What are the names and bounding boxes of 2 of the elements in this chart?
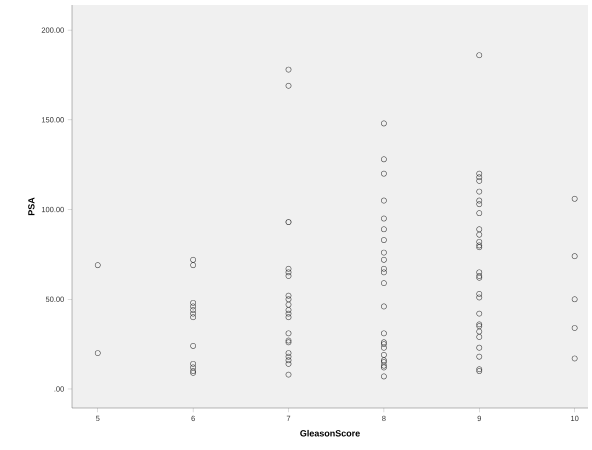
x-axis-title: GleasonScore — [300, 430, 360, 436]
y-axis-title: PSA — [28, 198, 35, 216]
